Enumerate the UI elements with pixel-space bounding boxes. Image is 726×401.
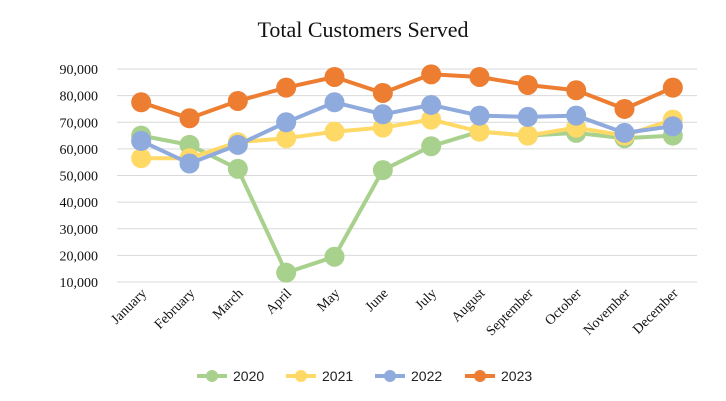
chart-title: Total Customers Served: [257, 17, 468, 42]
legend: 2020 2021 2022 2023: [197, 368, 532, 384]
data-point: [276, 77, 297, 98]
x-tick-label: August: [449, 286, 488, 325]
x-tick-label: January: [109, 286, 150, 327]
data-point: [179, 153, 200, 174]
y-axis-ticks: 10,000 20,000 30,000 40,000 50,000 60,000 70,0…: [60, 63, 99, 291]
data-point: [517, 106, 538, 127]
data-point: [469, 66, 490, 87]
legend-marker: [384, 370, 396, 382]
data-point: [324, 66, 345, 87]
x-tick-label: June: [363, 286, 392, 315]
data-point: [566, 80, 587, 101]
data-point: [372, 104, 393, 125]
x-tick-label: May: [315, 286, 344, 315]
data-point: [469, 105, 490, 126]
y-tick-label: 20,000: [60, 249, 99, 264]
data-point: [614, 98, 635, 119]
data-point: [276, 112, 297, 133]
legend-marker: [295, 370, 307, 382]
y-tick-label: 10,000: [60, 276, 99, 291]
legend-marker: [474, 370, 486, 382]
y-tick-label: 50,000: [60, 170, 99, 185]
data-point: [372, 82, 393, 103]
data-point: [324, 92, 345, 113]
data-point: [276, 262, 297, 283]
data-point: [421, 109, 442, 130]
x-tick-label: December: [630, 286, 682, 338]
data-point: [179, 108, 200, 129]
x-tick-label: July: [413, 286, 440, 313]
y-tick-label: 70,000: [60, 116, 99, 131]
data-point: [517, 74, 538, 95]
data-point: [131, 130, 152, 151]
data-point: [517, 125, 538, 146]
data-point: [131, 92, 152, 113]
legend-label: 2023: [501, 368, 532, 384]
x-tick-label: October: [543, 286, 586, 329]
series-2023: [131, 64, 683, 129]
y-tick-label: 30,000: [60, 223, 99, 238]
legend-label: 2021: [322, 368, 353, 384]
series-2022: [131, 92, 683, 174]
data-point: [566, 105, 587, 126]
legend-item: 2022: [375, 368, 442, 384]
x-tick-label: February: [152, 286, 198, 332]
x-tick-label: September: [484, 286, 537, 339]
data-point: [324, 121, 345, 142]
data-point: [469, 121, 490, 142]
data-point: [131, 148, 152, 169]
y-tick-label: 90,000: [60, 63, 99, 78]
x-tick-label: March: [210, 286, 246, 322]
x-tick-label: April: [263, 286, 295, 318]
legend-marker: [206, 370, 218, 382]
legend-label: 2020: [233, 368, 264, 384]
x-axis-ticks: January February March April May June July Augu…: [109, 286, 682, 339]
data-point: [227, 134, 248, 155]
data-point: [324, 246, 345, 267]
series-line: [139, 72, 675, 121]
gridlines: [117, 68, 697, 283]
y-tick-label: 60,000: [60, 143, 99, 158]
data-point: [614, 122, 635, 143]
legend-label: 2022: [411, 368, 442, 384]
legend-item: 2021: [286, 368, 353, 384]
legend-item: 2020: [197, 368, 264, 384]
series-lines: [131, 64, 683, 283]
data-point: [662, 116, 683, 137]
y-tick-label: 80,000: [60, 90, 99, 105]
data-point: [421, 94, 442, 115]
y-tick-label: 40,000: [60, 196, 99, 211]
data-point: [276, 128, 297, 149]
data-point: [421, 136, 442, 157]
data-point: [227, 90, 248, 111]
data-point: [227, 158, 248, 179]
data-point: [372, 160, 393, 181]
data-point: [421, 64, 442, 85]
x-tick-label: November: [581, 286, 634, 339]
legend-item: 2023: [465, 368, 532, 384]
data-point: [662, 77, 683, 98]
